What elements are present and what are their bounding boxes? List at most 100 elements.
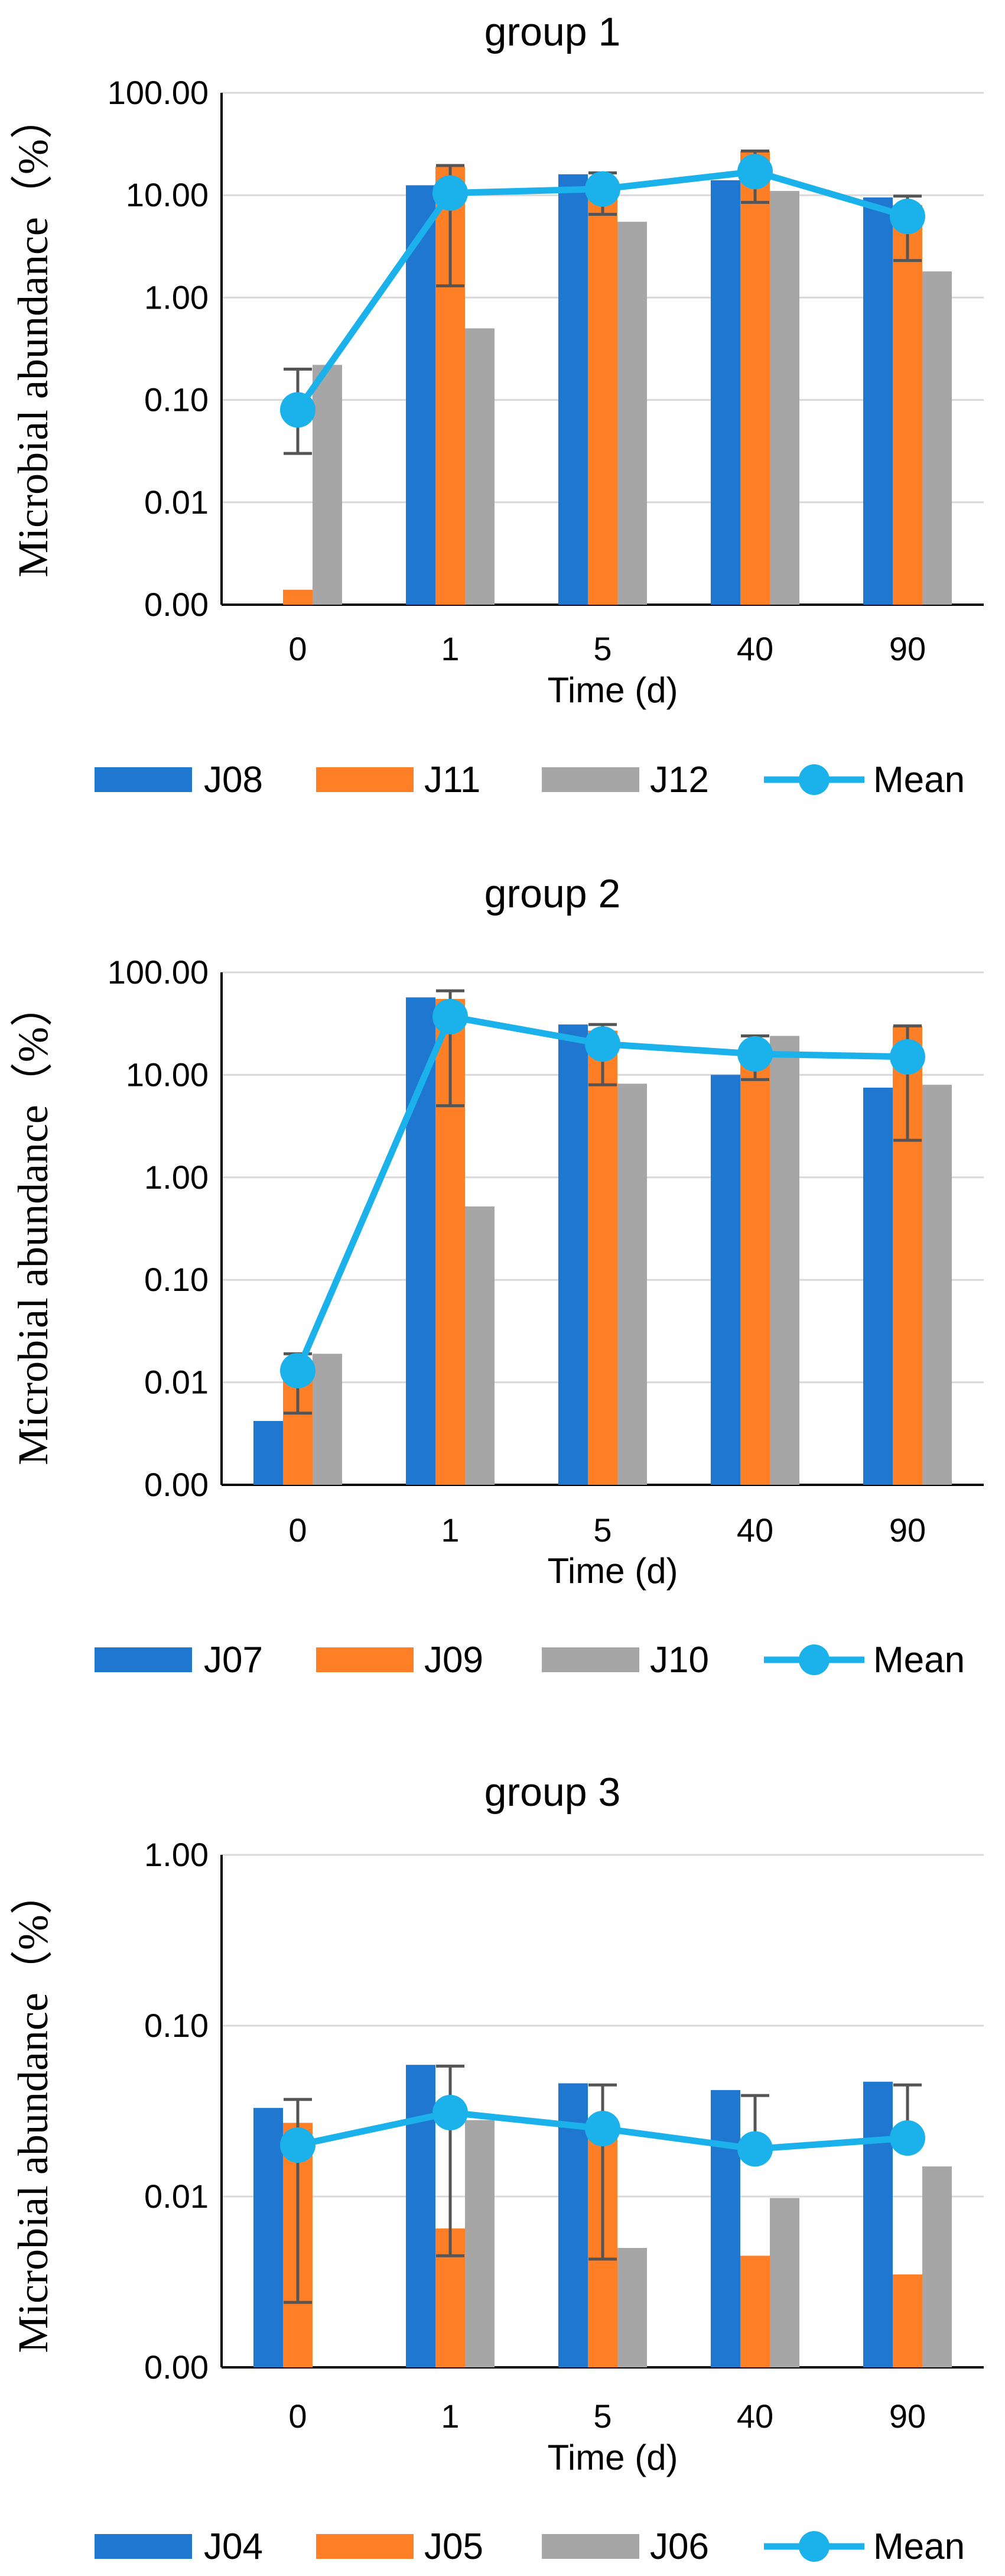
legend-mean-marker [799,1644,830,1675]
x-tick-label: 90 [889,630,926,667]
x-tick-label: 5 [593,630,612,667]
bar-j06 [922,2166,952,2367]
x-tick-label: 1 [441,2397,459,2435]
bar-j10 [617,1083,647,1485]
x-tick-label: 40 [737,630,773,667]
plot-area: 0.00 0.01 0.10 1.00 0 1 5 40 90 [144,1836,984,2435]
bar-j08 [406,185,435,605]
y-tick-label: 1.00 [144,1159,209,1196]
bar-j10 [922,1085,952,1485]
mean-point [280,392,316,428]
y-tick-label: 0.10 [144,381,209,418]
legend-label-series-1: J07 [204,1640,263,1680]
bar-j10 [465,1206,495,1485]
legend-swatch-series-1 [95,1647,192,1672]
legend-swatch-series-3 [542,767,639,792]
y-axis-label: Microbial abundance（%） [9,96,57,578]
legend-label-series-3: J06 [650,2526,709,2567]
legend-swatch-series-1 [95,2534,192,2559]
y-tick-label: 0.00 [144,2348,209,2386]
y-axis-label: Microbial abundance（%） [9,984,57,1465]
bar-j08 [863,197,893,605]
bar-j12 [465,328,495,605]
x-tick-label: 0 [288,630,307,667]
bar-j05 [740,2256,770,2367]
bar-j06 [465,2120,495,2367]
legend-label-mean: Mean [873,760,965,800]
bar-j07 [253,1420,283,1485]
chart-title: group 3 [484,1770,621,1815]
bar-j11 [893,205,922,605]
chart-title: group 1 [484,9,621,54]
y-axis-label: Microbial abundance（%） [9,1872,57,2353]
mean-point [890,199,925,235]
y-tick-label: 1.00 [144,278,209,316]
bar-j07 [406,997,435,1485]
bar-j11 [740,151,770,605]
mean-point [890,2120,925,2156]
bar-j09 [588,1030,617,1485]
legend-mean-marker [799,764,830,795]
x-axis-label: Time (d) [547,1551,678,1591]
mean-point [432,2094,468,2130]
legend-swatch-series-3 [542,1647,639,1672]
bar-j04 [558,2083,588,2367]
x-tick-label: 0 [288,1511,307,1549]
mean-point [890,1039,925,1075]
legend-swatch-series-3 [542,2534,639,2559]
y-tick-label: 1.00 [144,1836,209,1873]
y-tick-label: 0.00 [144,586,209,623]
mean-point [432,175,468,211]
legend-label-series-3: J10 [650,1640,709,1680]
bar-j12 [617,222,647,605]
bar-j07 [711,1075,740,1485]
y-tick-label: 10.00 [126,176,209,213]
bar-j11 [283,589,313,605]
bar-j12 [313,365,342,605]
mean-point [585,171,620,207]
bar-j11 [588,183,617,605]
mean-point [280,1352,316,1388]
x-tick-label: 1 [441,1511,459,1549]
chart-panel-group-3: group 3 Microbial abundance（%） Time (d) … [9,1770,984,2567]
bar-j07 [863,1088,893,1485]
chart-title: group 2 [484,871,621,916]
x-tick-label: 5 [593,2397,612,2435]
x-tick-label: 90 [889,1511,926,1549]
bar-j06 [617,2247,647,2367]
plot-area: 0.00 0.01 0.10 1.00 10.00 100.00 0 1 5 40 90 [108,953,984,1549]
bar-j06 [770,2198,799,2367]
legend-swatch-series-1 [95,767,192,792]
legend: J07 J09 J10 Mean [95,1640,965,1680]
bar-j04 [863,2081,893,2367]
bar-j12 [770,191,799,605]
y-tick-label: 100.00 [108,953,209,991]
x-tick-label: 90 [889,2397,926,2435]
bar-j10 [313,1354,342,1485]
y-tick-label: 0.01 [144,2178,209,2215]
y-tick-label: 0.00 [144,1466,209,1503]
bar-j08 [711,180,740,605]
bar-j10 [770,1036,799,1485]
chart-panel-group-1: group 1 Microbial abundance（%） Time (d) … [9,9,984,800]
legend-swatch-series-2 [316,2534,414,2559]
y-tick-label: 10.00 [126,1056,209,1093]
x-tick-label: 5 [593,1511,612,1549]
y-tick-label: 0.01 [144,484,209,521]
mean-point [737,154,773,190]
chart-panel-group-2: group 2 Microbial abundance（%） Time (d) … [9,871,984,1680]
bar-j05 [893,2274,922,2367]
legend-label-series-1: J04 [204,2526,263,2567]
bar-j04 [406,2065,435,2367]
y-tick-label: 0.01 [144,1364,209,1401]
legend-label-mean: Mean [873,1640,965,1680]
legend-label-series-3: J12 [650,760,709,800]
mean-point [432,998,468,1034]
y-tick-label: 0.10 [144,1261,209,1298]
legend-label-mean: Mean [873,2526,965,2567]
y-tick-label: 0.10 [144,2007,209,2044]
bar-j08 [558,174,588,605]
mean-point [737,2131,773,2167]
x-tick-label: 40 [737,2397,773,2435]
